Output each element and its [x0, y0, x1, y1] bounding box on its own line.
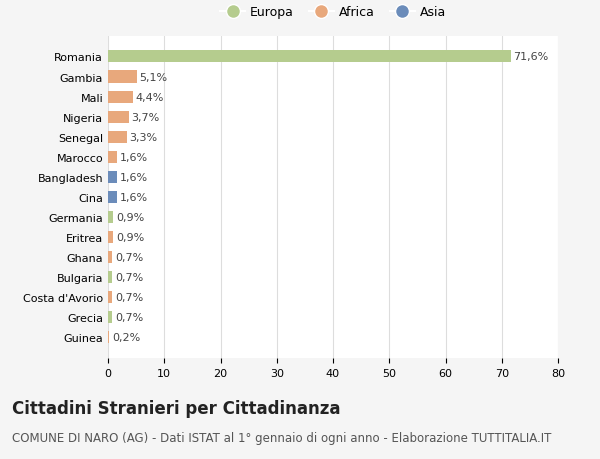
- Text: 0,9%: 0,9%: [116, 232, 144, 242]
- Text: 4,4%: 4,4%: [136, 92, 164, 102]
- Text: 1,6%: 1,6%: [120, 173, 148, 182]
- Text: 71,6%: 71,6%: [514, 52, 549, 62]
- Bar: [108, 191, 117, 203]
- Text: 1,6%: 1,6%: [120, 152, 148, 162]
- Text: 0,7%: 0,7%: [115, 272, 143, 282]
- Bar: [108, 331, 109, 343]
- Text: 0,7%: 0,7%: [115, 252, 143, 263]
- Bar: [108, 112, 129, 123]
- Text: 5,1%: 5,1%: [139, 73, 167, 82]
- Text: 3,3%: 3,3%: [130, 132, 157, 142]
- Bar: [108, 212, 113, 224]
- Text: 3,7%: 3,7%: [131, 112, 160, 123]
- Text: 0,2%: 0,2%: [112, 332, 140, 342]
- Bar: [108, 151, 117, 163]
- Bar: [108, 271, 112, 283]
- Bar: [108, 91, 133, 103]
- Bar: [108, 171, 117, 183]
- Bar: [108, 252, 112, 263]
- Bar: [108, 51, 511, 63]
- Text: 0,7%: 0,7%: [115, 313, 143, 322]
- Bar: [108, 131, 127, 143]
- Text: 0,7%: 0,7%: [115, 292, 143, 302]
- Text: 0,9%: 0,9%: [116, 213, 144, 222]
- Text: 1,6%: 1,6%: [120, 192, 148, 202]
- Bar: [108, 291, 112, 303]
- Text: Cittadini Stranieri per Cittadinanza: Cittadini Stranieri per Cittadinanza: [12, 399, 341, 417]
- Bar: [108, 311, 112, 324]
- Bar: [108, 231, 113, 243]
- Legend: Europa, Africa, Asia: Europa, Africa, Asia: [215, 1, 451, 24]
- Text: COMUNE DI NARO (AG) - Dati ISTAT al 1° gennaio di ogni anno - Elaborazione TUTTI: COMUNE DI NARO (AG) - Dati ISTAT al 1° g…: [12, 431, 551, 444]
- Bar: [108, 71, 137, 84]
